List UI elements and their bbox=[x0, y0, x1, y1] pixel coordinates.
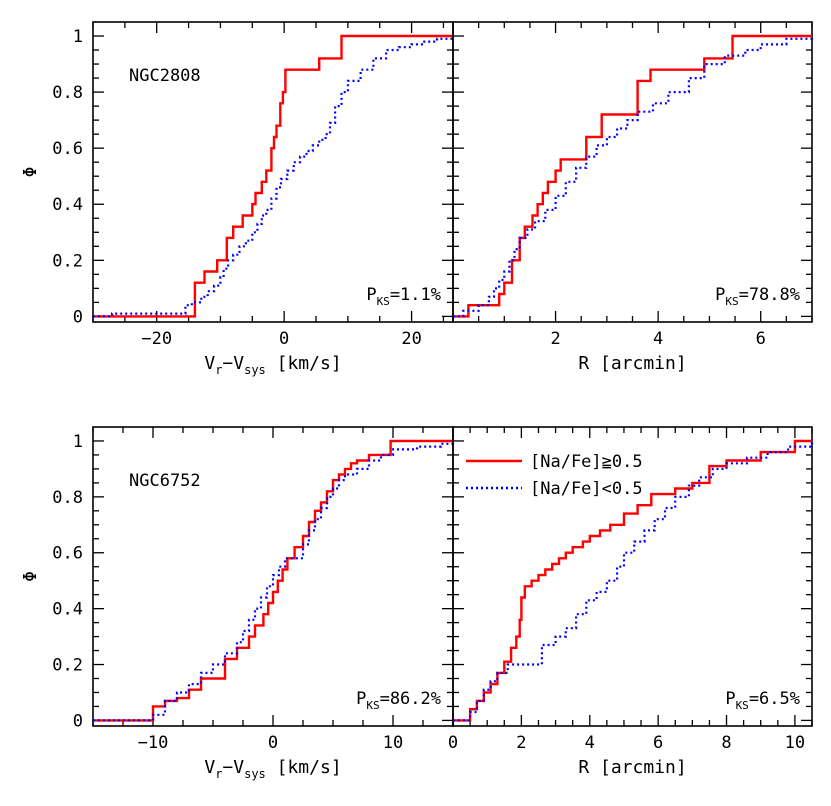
x-axis-label: Vr−Vsys [km/s] bbox=[204, 353, 341, 377]
x-axis-label: R [arcmin] bbox=[578, 353, 686, 374]
pks-value: =86.2% bbox=[380, 689, 441, 709]
pks-p: P bbox=[366, 285, 376, 305]
x-axis-label: Vr−Vsys [km/s] bbox=[204, 757, 341, 781]
y-tick-label: 0.6 bbox=[52, 544, 83, 564]
x-axis-label-subscript: r bbox=[215, 767, 222, 781]
pks-annotation: PKS=1.1% bbox=[366, 285, 441, 308]
y-tick-label: 0.8 bbox=[52, 83, 83, 103]
pks-subscript: KS bbox=[725, 295, 738, 308]
legend: [Na/Fe]≧0.5 [Na/Fe]<0.5 bbox=[466, 452, 643, 499]
cluster-name: NGC6752 bbox=[129, 471, 201, 491]
x-tick-label: 0 bbox=[268, 733, 278, 753]
x-tick-label: −20 bbox=[141, 329, 172, 349]
pks-p: P bbox=[725, 689, 735, 709]
x-tick-label: 4 bbox=[653, 329, 663, 349]
x-tick-label: 2 bbox=[550, 329, 560, 349]
panel-top-right: 2 4 6 R [arcmin] PKS=78.8% bbox=[452, 21, 814, 374]
x-tick-label: 20 bbox=[401, 329, 421, 349]
series-na-poor-line bbox=[93, 441, 455, 722]
panel-top-left: −20 0 20 0 0.2 0.4 0.6 0.8 1 Φ Vr−Vsys [km/s] NGC28… bbox=[20, 21, 455, 377]
x-axis-label-subscript: sys bbox=[244, 363, 266, 377]
x-axis-label-part: V bbox=[204, 353, 215, 374]
panel-bottom-left: −10 0 10 0 0.2 0.4 0.6 0.8 1 Φ Vr−Vsys [km/s] NGC67… bbox=[20, 426, 455, 781]
x-tick-label: 6 bbox=[756, 329, 766, 349]
pks-subscript: KS bbox=[377, 295, 390, 308]
plot-frame bbox=[452, 21, 813, 323]
x-tick-label: 2 bbox=[516, 733, 526, 753]
y-tick-label: 0.4 bbox=[52, 600, 83, 620]
x-tick-label: 10 bbox=[383, 733, 403, 753]
y-tick-label: 1 bbox=[73, 432, 83, 452]
series-na-poor-line bbox=[453, 36, 814, 318]
pks-annotation: PKS=86.2% bbox=[356, 689, 441, 712]
x-tick-label: 4 bbox=[585, 733, 595, 753]
legend-label-na-poor: [Na/Fe]<0.5 bbox=[530, 479, 643, 499]
series-na-rich-line bbox=[93, 34, 453, 318]
pks-p: P bbox=[356, 689, 366, 709]
y-tick-label: 0.6 bbox=[52, 139, 83, 159]
x-axis-label-subscript: r bbox=[215, 363, 222, 377]
pks-value: =6.5% bbox=[749, 689, 800, 709]
x-tick-label: 6 bbox=[653, 733, 663, 753]
panel-bottom-right: 0 2 4 6 8 10 R [arcmin] PKS=6.5% bbox=[448, 426, 814, 778]
x-tick-label: 8 bbox=[721, 733, 731, 753]
y-tick-label: 0.8 bbox=[52, 488, 83, 508]
pks-p: P bbox=[715, 285, 725, 305]
pks-subscript: KS bbox=[366, 699, 379, 712]
y-tick-label: 1 bbox=[73, 27, 83, 47]
y-tick-label: 0 bbox=[73, 307, 83, 327]
x-axis-label-part: [km/s] bbox=[266, 757, 342, 778]
pks-subscript: KS bbox=[736, 699, 749, 712]
x-tick-label: 10 bbox=[785, 733, 805, 753]
x-tick-label: 0 bbox=[279, 329, 289, 349]
x-axis-label-part: [km/s] bbox=[266, 353, 342, 374]
x-axis-label-subscript: sys bbox=[244, 767, 266, 781]
series-na-poor-line bbox=[93, 36, 455, 318]
x-axis-label-part: −V bbox=[222, 353, 244, 374]
pks-annotation: PKS=6.5% bbox=[725, 689, 800, 712]
cluster-name: NGC2808 bbox=[129, 66, 201, 86]
pks-value: =78.8% bbox=[739, 285, 800, 305]
x-axis-label-part: −V bbox=[222, 757, 244, 778]
y-tick-label: 0.4 bbox=[52, 195, 83, 215]
series-na-poor-line bbox=[453, 441, 814, 722]
x-tick-label: 0 bbox=[448, 733, 458, 753]
legend-label-na-rich: [Na/Fe]≧0.5 bbox=[530, 452, 643, 472]
series-na-rich-line bbox=[453, 34, 812, 318]
x-tick-label: −10 bbox=[138, 733, 169, 753]
x-axis-label: R [arcmin] bbox=[578, 757, 686, 778]
y-axis-label: Φ bbox=[20, 167, 41, 178]
pks-value: =1.1% bbox=[390, 285, 441, 305]
plot-frame bbox=[452, 426, 813, 727]
pks-annotation: PKS=78.8% bbox=[715, 285, 800, 308]
y-tick-label: 0.2 bbox=[52, 251, 83, 271]
y-tick-label: 0.2 bbox=[52, 656, 83, 676]
y-tick-label: 0 bbox=[73, 711, 83, 731]
y-axis-label: Φ bbox=[20, 571, 41, 582]
x-axis-label-part: V bbox=[204, 757, 215, 778]
